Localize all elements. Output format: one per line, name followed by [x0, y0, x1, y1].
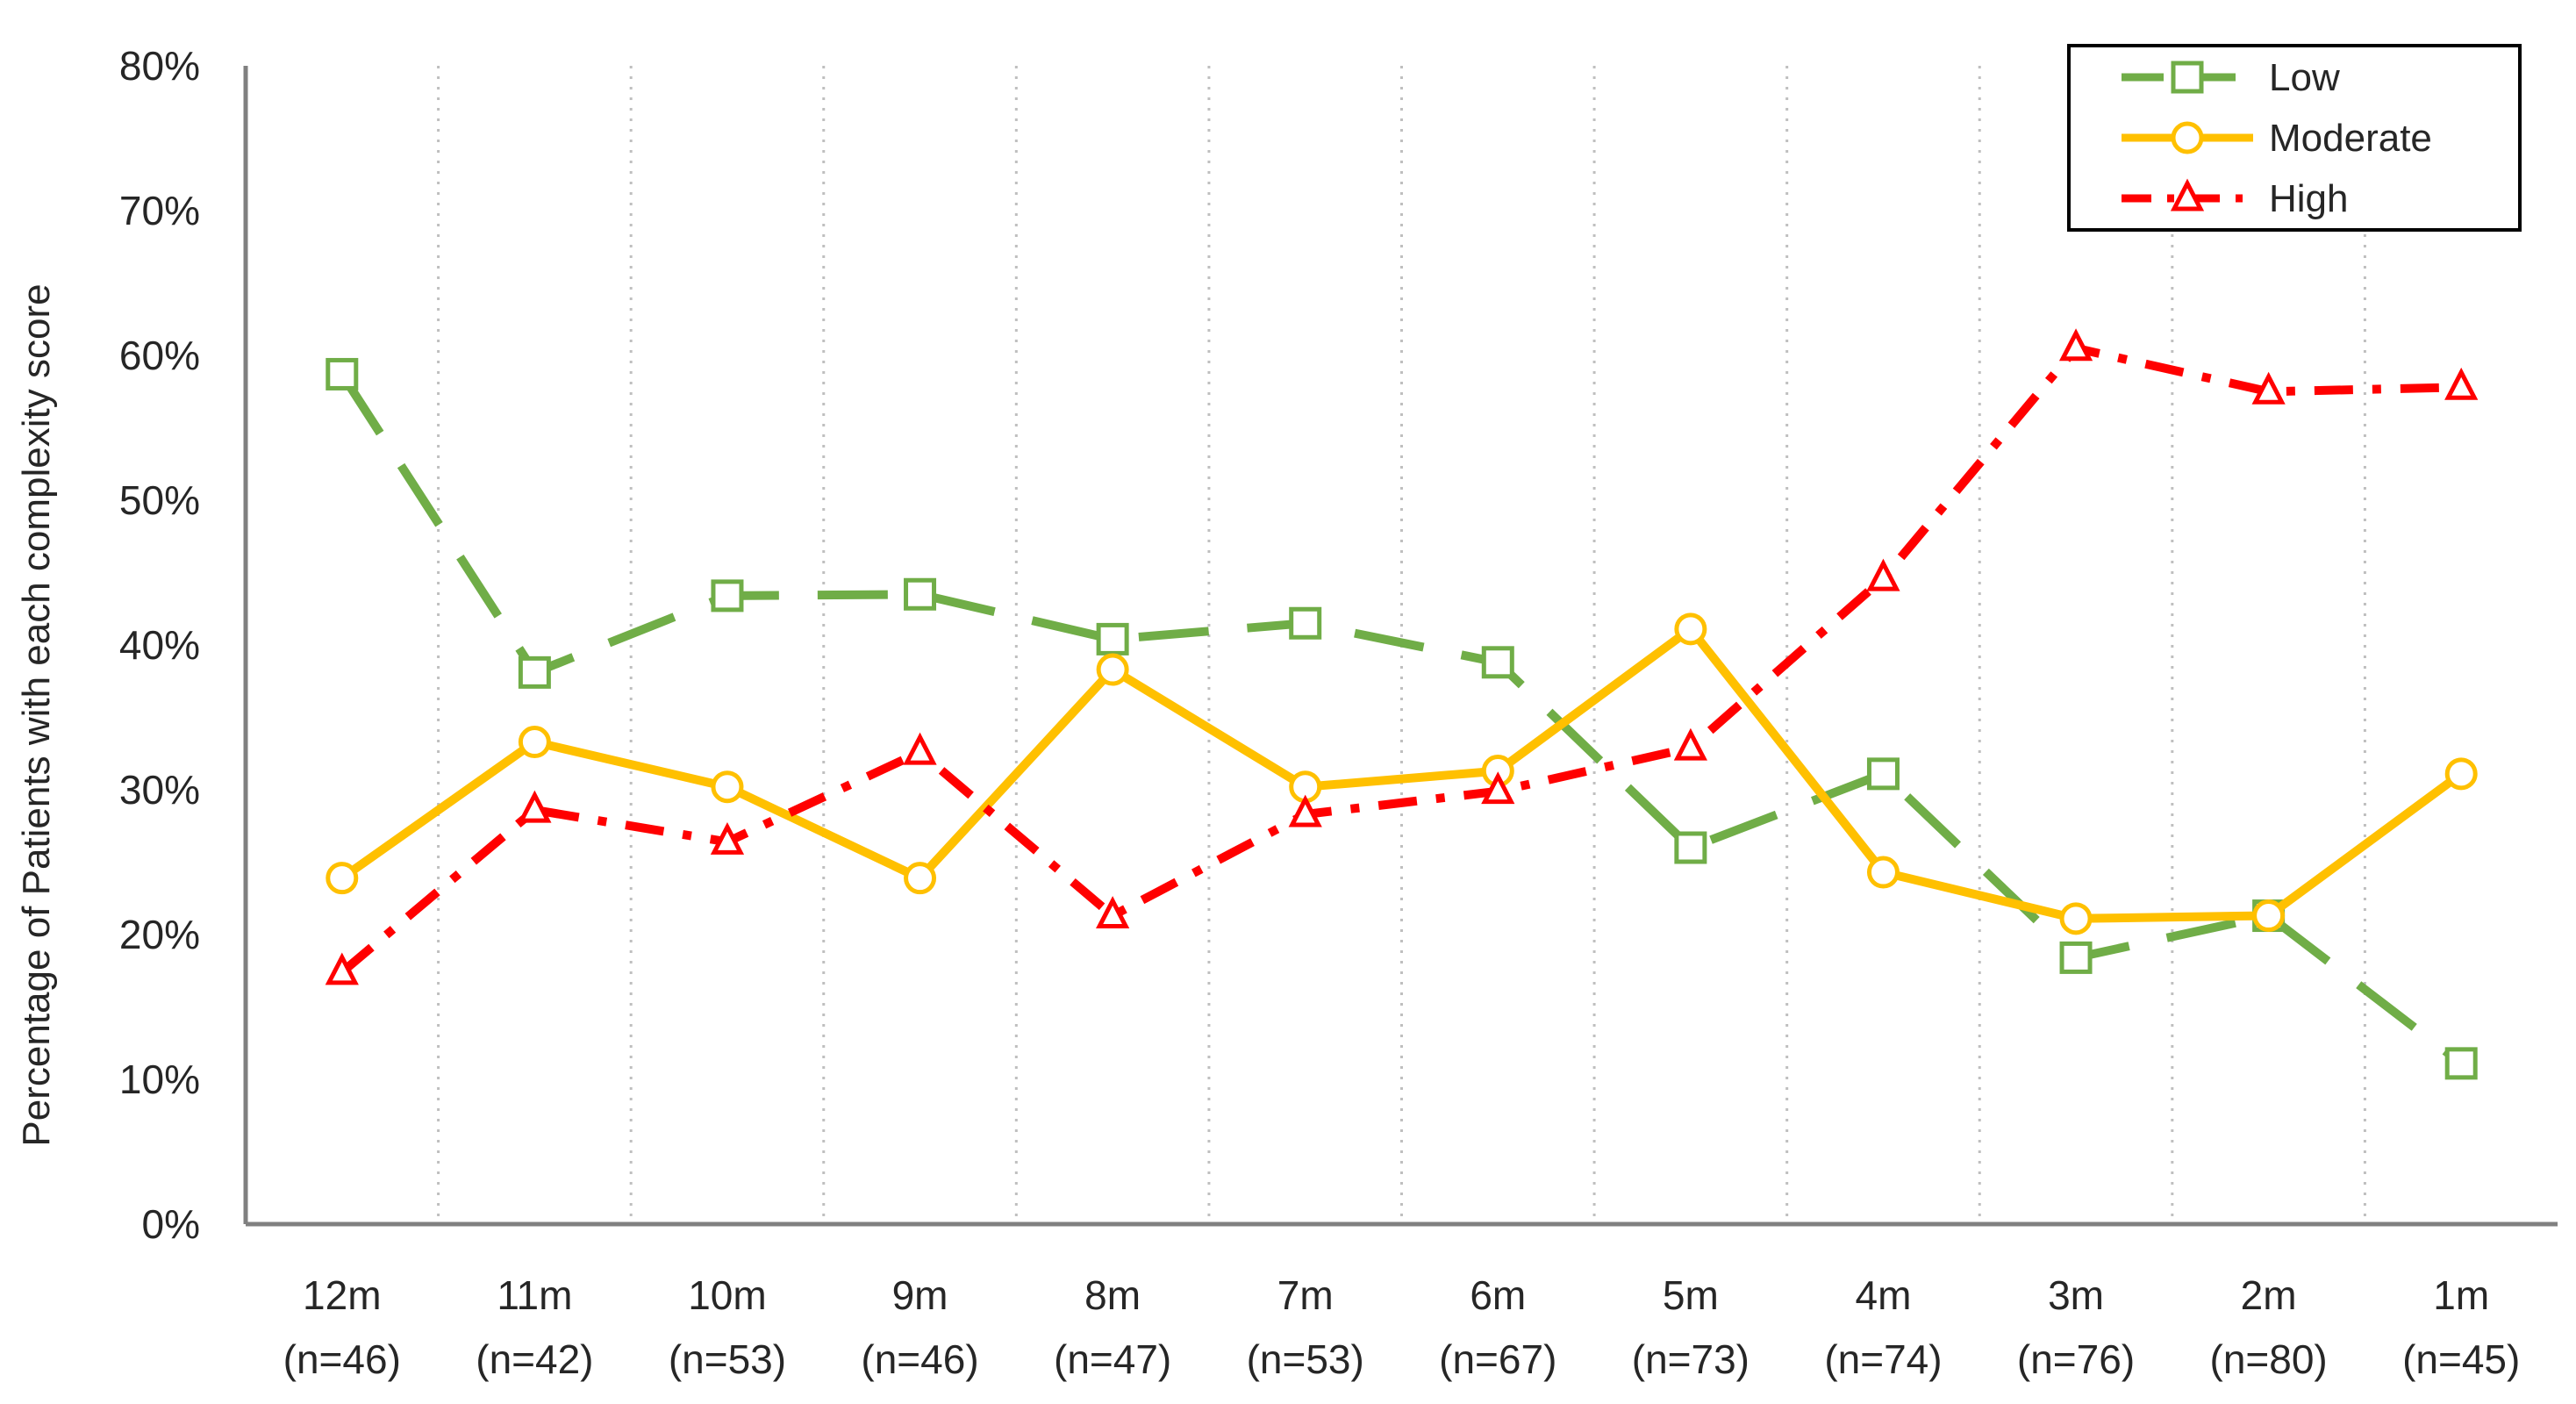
- y-tick-label: 70%: [119, 188, 200, 233]
- x-tick-label-n: (n=53): [1247, 1336, 1364, 1382]
- y-tick-label: 50%: [119, 477, 200, 523]
- data-point-low: [518, 655, 551, 689]
- data-point-low: [1481, 646, 1514, 679]
- data-point-low: [1096, 622, 1129, 655]
- data-point-moderate: [326, 862, 359, 895]
- data-point-low: [326, 357, 359, 390]
- data-point-moderate: [2059, 902, 2093, 935]
- x-tick-labels: 12m (n=46) 11m (n=42) 10m (n=53) 9m (n=46) 8m (n=…: [283, 1272, 2521, 1382]
- y-tick-labels: 0% 10% 20% 30% 40% 50% 60% 70% 80%: [119, 43, 200, 1247]
- data-point-high: [518, 790, 552, 823]
- data-point-low: [1289, 606, 1322, 640]
- data-point-low: [1674, 831, 1707, 864]
- legend-marker-moderate: [2171, 121, 2204, 154]
- x-tick-label-n: (n=67): [1439, 1336, 1556, 1382]
- axes: [243, 66, 2558, 1227]
- data-point-moderate: [1674, 612, 1707, 646]
- data-point-high: [710, 821, 745, 855]
- data-point-high: [1481, 771, 1515, 805]
- data-point-high: [1673, 727, 1707, 761]
- x-tick-label-n: (n=80): [2210, 1336, 2328, 1382]
- x-tick-label-n: (n=46): [283, 1336, 401, 1382]
- data-point-low: [711, 579, 744, 612]
- series-low: [326, 357, 2478, 1080]
- series-line-low: [338, 371, 2465, 1067]
- y-tick-label: 10%: [119, 1057, 200, 1102]
- x-tick-label-month: 6m: [1470, 1272, 1526, 1318]
- y-tick-label: 30%: [119, 767, 200, 813]
- legend-label-low: Low: [2269, 56, 2340, 99]
- y-axis-label: Percentage of Patients with each complex…: [15, 283, 58, 1146]
- data-point-low: [2444, 1047, 2478, 1080]
- data-point-low: [1866, 757, 1900, 791]
- data-point-moderate: [518, 726, 551, 759]
- legend-label-high: High: [2269, 177, 2349, 220]
- x-tick-label-n: (n=45): [2402, 1336, 2520, 1382]
- x-tick-label-n: (n=76): [2017, 1336, 2135, 1382]
- y-tick-label: 40%: [119, 622, 200, 668]
- x-tick-label-n: (n=73): [1632, 1336, 1750, 1382]
- x-tick-label-month: 11m: [497, 1272, 572, 1318]
- legend-marker-low: [2171, 61, 2204, 94]
- data-point-moderate: [711, 770, 744, 804]
- data-point-moderate: [1866, 856, 1900, 889]
- y-tick-label: 20%: [119, 912, 200, 957]
- data-point-high: [1288, 794, 1322, 827]
- data-point-low: [904, 577, 937, 611]
- x-tick-label-month: 3m: [2048, 1272, 2104, 1318]
- x-tick-label-month: 9m: [892, 1272, 948, 1318]
- data-point-high: [1866, 558, 1900, 591]
- series-moderate: [326, 612, 2478, 935]
- x-tick-label-n: (n=47): [1054, 1336, 1171, 1382]
- series-high: [325, 328, 2479, 985]
- data-point-high: [1096, 896, 1130, 929]
- legend-marker-high: [2170, 178, 2205, 211]
- data-point-low: [2059, 941, 2093, 974]
- x-tick-label-month: 10m: [688, 1272, 766, 1318]
- x-tick-label-month: 12m: [303, 1272, 381, 1318]
- legend-label-moderate: Moderate: [2269, 117, 2432, 160]
- x-tick-label-month: 4m: [1856, 1272, 1912, 1318]
- series: [325, 328, 2479, 1080]
- x-tick-label-n: (n=53): [669, 1336, 786, 1382]
- series-line-moderate: [339, 624, 2465, 923]
- series-line-high: [339, 343, 2462, 976]
- data-point-moderate: [2444, 757, 2478, 791]
- x-tick-label-month: 2m: [2241, 1272, 2297, 1318]
- data-point-moderate: [2252, 899, 2286, 933]
- x-tick-label-month: 5m: [1663, 1272, 1719, 1318]
- x-tick-label-month: 7m: [1277, 1272, 1334, 1318]
- data-point-high: [325, 952, 359, 985]
- data-point-moderate: [1096, 653, 1129, 686]
- y-tick-label: 80%: [119, 43, 200, 89]
- x-tick-label-month: 1m: [2433, 1272, 2489, 1318]
- y-tick-label: 0%: [142, 1201, 200, 1247]
- legend: Low Moderate High: [2067, 44, 2522, 232]
- data-point-moderate: [904, 862, 937, 895]
- x-tick-label-n: (n=74): [1824, 1336, 1942, 1382]
- x-tick-label-month: 8m: [1084, 1272, 1141, 1318]
- y-tick-label: 60%: [119, 333, 200, 378]
- data-point-high: [2058, 328, 2093, 362]
- data-point-high: [903, 732, 937, 765]
- data-point-high: [2444, 367, 2479, 400]
- data-point-high: [2251, 371, 2286, 405]
- x-tick-label-n: (n=42): [476, 1336, 593, 1382]
- x-tick-label-n: (n=46): [861, 1336, 978, 1382]
